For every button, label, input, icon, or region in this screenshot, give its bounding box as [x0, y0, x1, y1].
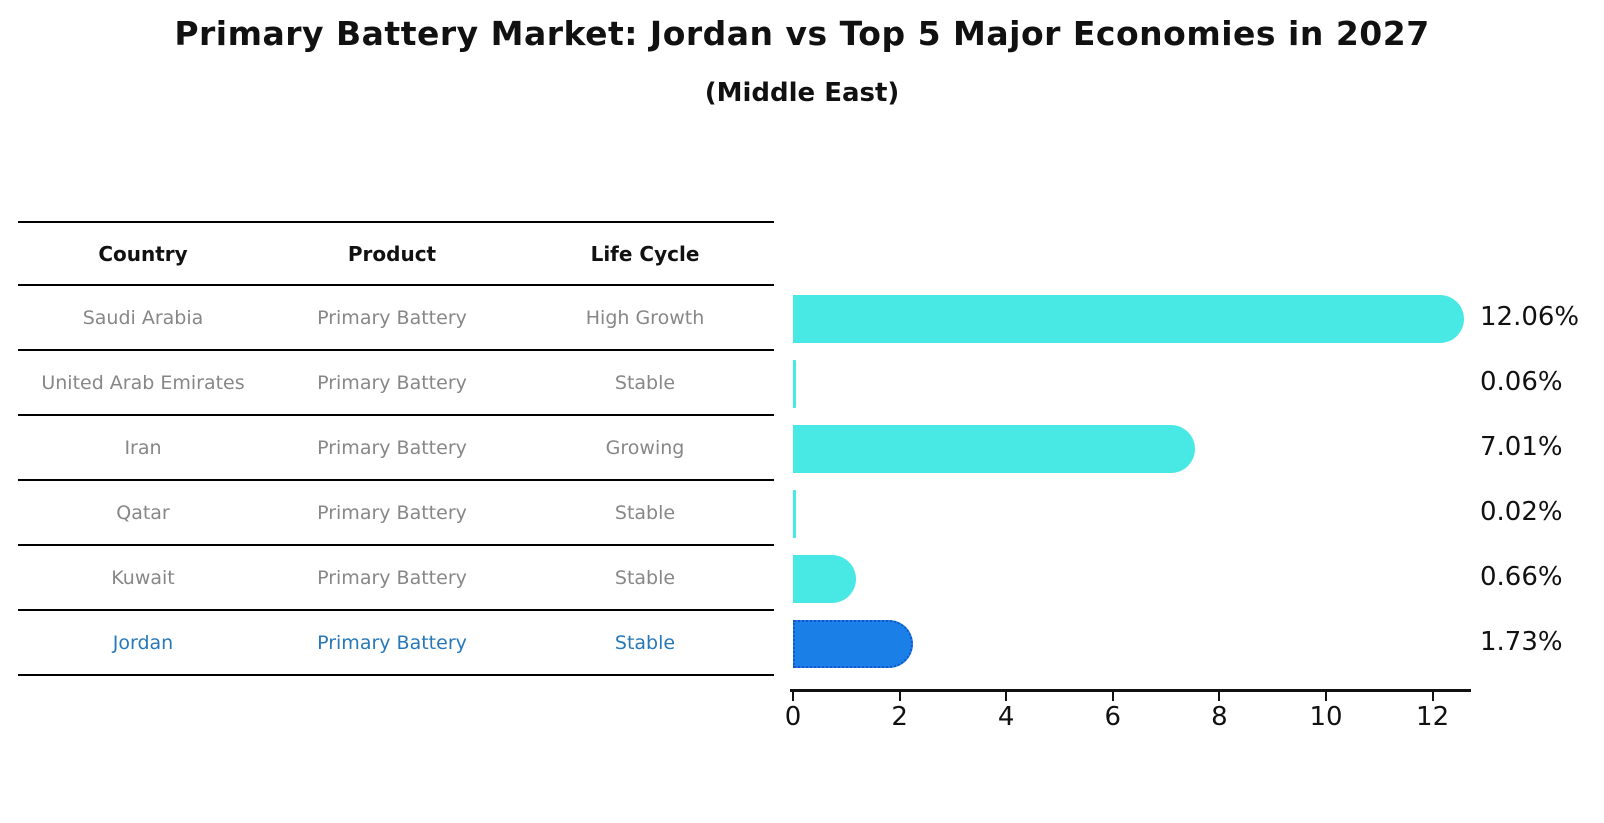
table-cell-product: Primary Battery [317, 631, 467, 654]
bar-kuwait [793, 554, 857, 603]
x-tick-mark [1111, 691, 1114, 701]
bar-qatar [793, 489, 796, 538]
table-cell-country: Iran [124, 436, 162, 459]
x-tick-label: 8 [1211, 702, 1228, 732]
country-table: Country Product Life Cycle Saudi Arabia … [18, 221, 774, 676]
x-axis-spine [790, 689, 1471, 692]
table-header-country: Country [98, 241, 188, 266]
bar-value-label: 0.66% [1480, 561, 1563, 592]
x-tick-label: 0 [784, 702, 802, 732]
bar-value-label: 12.06% [1480, 301, 1580, 332]
table-row: Qatar Primary Battery Stable [18, 481, 774, 546]
bar-value-label: 7.01% [1480, 431, 1563, 462]
table-cell-product: Primary Battery [317, 436, 467, 459]
table-cell-product: Primary Battery [317, 566, 467, 589]
table-cell-product: Primary Battery [317, 501, 467, 524]
x-tick-mark [1005, 691, 1008, 701]
bar-iran [793, 424, 1195, 473]
table-cell-country: Saudi Arabia [82, 306, 204, 329]
bar-value-label: 0.02% [1480, 496, 1563, 527]
table-row: Saudi Arabia Primary Battery High Growth [18, 286, 774, 351]
table-header-row: Country Product Life Cycle [18, 221, 774, 286]
x-tick-mark [1431, 691, 1434, 701]
table-row: Kuwait Primary Battery Stable [18, 546, 774, 611]
table-header-product: Product [347, 241, 437, 266]
x-tick-mark [1325, 691, 1327, 701]
bar-jordan [793, 619, 914, 668]
x-tick-label: 10 [1309, 702, 1343, 732]
chart-subtitle: (Middle East) [704, 78, 900, 108]
bar-value-label: 1.73% [1480, 626, 1563, 657]
x-tick-mark [898, 691, 901, 701]
bar-saudi-arabia [793, 294, 1464, 343]
x-tick-label: 12 [1416, 702, 1450, 732]
table-header-life-cycle: Life Cycle [590, 241, 700, 266]
table-cell-country: Jordan [112, 631, 174, 654]
table-cell-country: Kuwait [111, 566, 175, 589]
bar-value-label: 0.06% [1480, 366, 1563, 397]
table-cell-life-cycle: Stable [614, 566, 676, 589]
table-cell-life-cycle: High Growth [585, 306, 705, 329]
table-row: Jordan Primary Battery Stable [18, 611, 774, 676]
table-cell-country: Qatar [116, 501, 170, 524]
x-tick-mark [1218, 691, 1221, 701]
chart-title: Primary Battery Market: Jordan vs Top 5 … [174, 14, 1430, 53]
x-tick-label: 4 [997, 702, 1015, 732]
x-tick-label: 2 [891, 702, 908, 732]
x-tick-mark [792, 691, 794, 701]
table-cell-product: Primary Battery [317, 371, 467, 394]
table-row: United Arab Emirates Primary Battery Sta… [18, 351, 774, 416]
table-cell-life-cycle: Stable [614, 501, 676, 524]
table-cell-life-cycle: Growing [605, 436, 685, 459]
table-row: Iran Primary Battery Growing [18, 416, 774, 481]
table-cell-country: United Arab Emirates [41, 371, 245, 394]
table-body: Saudi Arabia Primary Battery High Growth… [18, 286, 774, 676]
table-cell-life-cycle: Stable [614, 631, 676, 654]
table-cell-product: Primary Battery [317, 306, 467, 329]
bar-united-arab-emirates [793, 359, 797, 408]
table-cell-life-cycle: Stable [614, 371, 676, 394]
x-tick-label: 6 [1104, 702, 1122, 732]
